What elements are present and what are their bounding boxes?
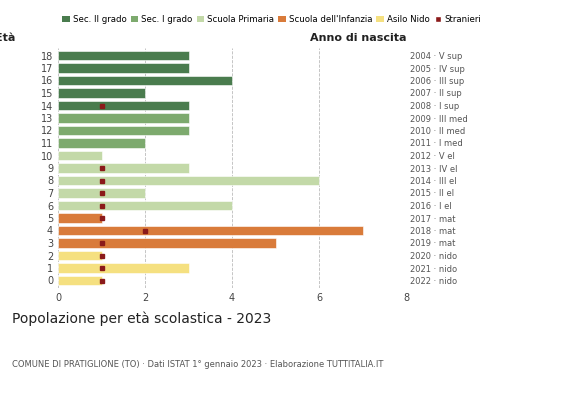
Bar: [58, 163, 188, 173]
Bar: [58, 138, 145, 148]
Bar: [58, 251, 102, 260]
Bar: [58, 226, 362, 235]
Bar: [58, 188, 145, 198]
Bar: [58, 51, 188, 60]
Text: Popolazione per età scolastica - 2023: Popolazione per età scolastica - 2023: [12, 312, 271, 326]
Bar: [58, 76, 232, 85]
Text: COMUNE DI PRATIGLIONE (TO) · Dati ISTAT 1° gennaio 2023 · Elaborazione TUTTITALI: COMUNE DI PRATIGLIONE (TO) · Dati ISTAT …: [12, 360, 383, 369]
Bar: [58, 276, 102, 285]
Text: Età: Età: [0, 33, 16, 43]
Bar: [58, 238, 276, 248]
Bar: [58, 63, 188, 73]
Bar: [58, 126, 188, 135]
Bar: [58, 176, 319, 185]
Bar: [58, 213, 102, 223]
Text: Anno di nascita: Anno di nascita: [310, 33, 406, 43]
Bar: [58, 113, 188, 123]
Bar: [58, 101, 188, 110]
Legend: Sec. II grado, Sec. I grado, Scuola Primaria, Scuola dell'Infanzia, Asilo Nido, : Sec. II grado, Sec. I grado, Scuola Prim…: [62, 16, 481, 24]
Bar: [58, 151, 102, 160]
Bar: [58, 88, 145, 98]
Bar: [58, 201, 232, 210]
Bar: [58, 263, 188, 273]
